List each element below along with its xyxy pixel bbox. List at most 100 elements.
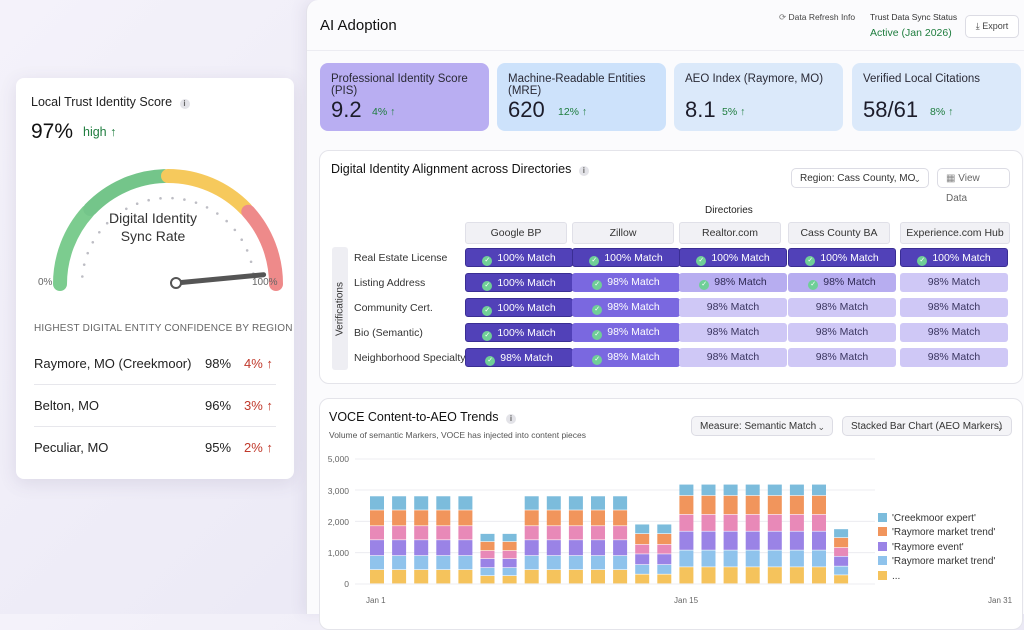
- bar-segment[interactable]: [745, 484, 760, 496]
- bar-segment[interactable]: [723, 531, 738, 550]
- bar-segment[interactable]: [591, 496, 605, 510]
- bar-segment[interactable]: [480, 550, 495, 559]
- bar-segment[interactable]: [613, 555, 628, 570]
- bar-segment[interactable]: [591, 555, 605, 570]
- bar-segment[interactable]: [414, 555, 429, 570]
- bar-segment[interactable]: [745, 495, 760, 515]
- bar-segment[interactable]: [701, 550, 716, 567]
- legend-item[interactable]: 'Creekmoor expert': [878, 513, 976, 524]
- bar-segment[interactable]: [812, 550, 826, 567]
- bar-segment[interactable]: [502, 575, 517, 584]
- match-cell[interactable]: 98% Match: [900, 323, 1008, 342]
- bar-segment[interactable]: [812, 514, 826, 531]
- bar-segment[interactable]: [436, 569, 451, 584]
- bar-segment[interactable]: [414, 569, 429, 584]
- bar-segment[interactable]: [834, 575, 849, 584]
- bar-segment[interactable]: [370, 496, 384, 510]
- bar-segment[interactable]: [458, 540, 473, 556]
- bar-segment[interactable]: [370, 526, 384, 540]
- bar-segment[interactable]: [767, 484, 782, 496]
- match-cell[interactable]: ✓ 98% Match: [572, 323, 680, 342]
- bar-segment[interactable]: [613, 540, 628, 556]
- bar-segment[interactable]: [524, 526, 539, 540]
- bar-segment[interactable]: [789, 514, 804, 531]
- bar-segment[interactable]: [568, 555, 583, 570]
- chart-type-dropdown[interactable]: Stacked Bar Chart (AEO Markers) ⌄: [842, 416, 1012, 436]
- kpi-card-mre[interactable]: Machine-Readable Entities (MRE) 620 12% …: [497, 63, 666, 131]
- legend-item[interactable]: 'Raymore market trend': [878, 527, 995, 538]
- match-cell[interactable]: ✓ 98% Match: [572, 298, 680, 317]
- bar-segment[interactable]: [458, 526, 473, 540]
- bar-segment[interactable]: [370, 569, 384, 584]
- bar-segment[interactable]: [767, 531, 782, 550]
- bar-segment[interactable]: [723, 567, 738, 584]
- match-cell[interactable]: ✓ 100% Match: [465, 273, 573, 292]
- bar-segment[interactable]: [524, 569, 539, 584]
- bar-segment[interactable]: [745, 531, 760, 550]
- bar-segment[interactable]: [679, 550, 694, 567]
- bar-segment[interactable]: [679, 531, 694, 550]
- view-data-button[interactable]: ▦ View Data: [937, 168, 1010, 204]
- bar-segment[interactable]: [502, 533, 517, 542]
- bar-segment[interactable]: [789, 484, 804, 496]
- bar-segment[interactable]: [414, 526, 429, 540]
- region-dropdown[interactable]: Region: Cass County, MO ⌄: [791, 168, 929, 188]
- bar-segment[interactable]: [568, 496, 583, 510]
- bar-segment[interactable]: [723, 484, 738, 496]
- bar-segment[interactable]: [436, 526, 451, 540]
- match-cell[interactable]: ✓ 98% Match: [679, 273, 787, 292]
- bar-segment[interactable]: [546, 496, 561, 510]
- bar-segment[interactable]: [480, 567, 495, 576]
- bar-segment[interactable]: [613, 510, 628, 526]
- match-cell[interactable]: ✓ 100% Match: [679, 248, 787, 267]
- bar-segment[interactable]: [767, 567, 782, 584]
- data-refresh-info-link[interactable]: ⟳ Data Refresh Info: [779, 12, 855, 23]
- bar-segment[interactable]: [546, 510, 561, 526]
- bar-segment[interactable]: [635, 554, 650, 565]
- bar-segment[interactable]: [701, 531, 716, 550]
- measure-dropdown[interactable]: Measure: Semantic Match ⌄: [691, 416, 833, 436]
- info-icon[interactable]: i: [506, 414, 516, 424]
- bar-segment[interactable]: [701, 567, 716, 584]
- bar-segment[interactable]: [524, 555, 539, 570]
- bar-segment[interactable]: [834, 529, 849, 538]
- bar-segment[interactable]: [568, 526, 583, 540]
- bar-segment[interactable]: [723, 550, 738, 567]
- bar-segment[interactable]: [392, 540, 407, 556]
- bar-segment[interactable]: [436, 510, 451, 526]
- bar-segment[interactable]: [524, 540, 539, 556]
- bar-segment[interactable]: [657, 544, 672, 554]
- bar-segment[interactable]: [635, 533, 650, 545]
- bar-segment[interactable]: [834, 537, 849, 548]
- bar-segment[interactable]: [458, 569, 473, 584]
- bar-segment[interactable]: [480, 541, 495, 551]
- bar-segment[interactable]: [524, 496, 539, 510]
- bar-segment[interactable]: [812, 484, 826, 496]
- match-cell[interactable]: 98% Match: [900, 298, 1008, 317]
- match-cell[interactable]: ✓ 100% Match: [465, 248, 573, 267]
- bar-segment[interactable]: [392, 526, 407, 540]
- bar-segment[interactable]: [568, 540, 583, 556]
- match-cell[interactable]: 98% Match: [900, 348, 1008, 367]
- match-cell[interactable]: ✓ 98% Match: [572, 273, 680, 292]
- bar-segment[interactable]: [392, 555, 407, 570]
- bar-segment[interactable]: [568, 569, 583, 584]
- bar-segment[interactable]: [591, 510, 605, 526]
- bar-segment[interactable]: [458, 510, 473, 526]
- bar-segment[interactable]: [789, 567, 804, 584]
- bar-segment[interactable]: [723, 495, 738, 515]
- match-cell[interactable]: 98% Match: [900, 273, 1008, 292]
- bar-segment[interactable]: [679, 514, 694, 531]
- bar-segment[interactable]: [613, 496, 628, 510]
- bar-segment[interactable]: [635, 564, 650, 574]
- bar-segment[interactable]: [546, 540, 561, 556]
- bar-segment[interactable]: [414, 496, 429, 510]
- bar-segment[interactable]: [480, 558, 495, 568]
- bar-segment[interactable]: [657, 564, 672, 574]
- bar-segment[interactable]: [546, 526, 561, 540]
- bar-segment[interactable]: [679, 495, 694, 515]
- bar-segment[interactable]: [591, 540, 605, 556]
- bar-segment[interactable]: [436, 496, 451, 510]
- bar-segment[interactable]: [392, 510, 407, 526]
- bar-segment[interactable]: [679, 484, 694, 496]
